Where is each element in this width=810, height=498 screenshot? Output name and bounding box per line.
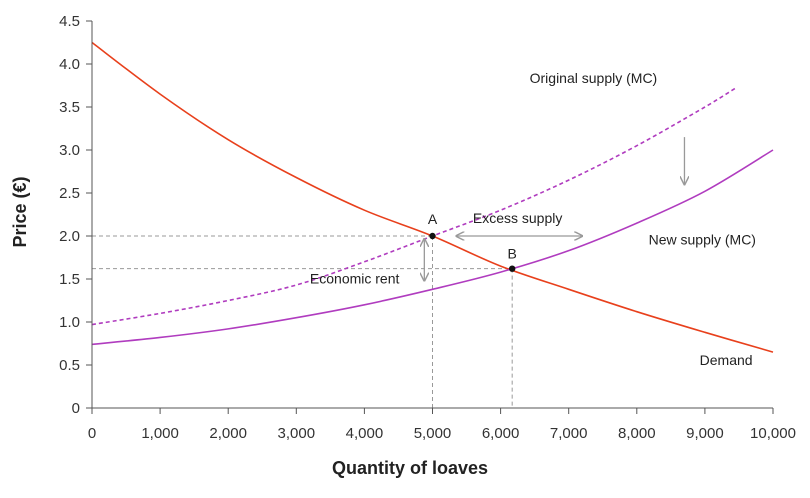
- x-tick-label: 3,000: [278, 425, 316, 442]
- point-label-a: A: [428, 211, 438, 227]
- equilibrium-point-b: [508, 265, 516, 272]
- demand-label: Demand: [700, 352, 753, 368]
- y-axis-title: Price (€): [10, 176, 30, 247]
- x-tick-label: 9,000: [686, 425, 724, 442]
- x-tick-label: 6,000: [482, 425, 520, 442]
- original-supply-curve: [91, 87, 736, 326]
- y-tick-label: 1.5: [59, 271, 80, 288]
- y-tick-label: 0: [72, 400, 80, 417]
- x-tick-label: 5,000: [414, 425, 452, 442]
- y-tick-label: 0.5: [59, 357, 80, 374]
- x-tick-label: 4,000: [346, 425, 384, 442]
- new-supply-curve: [91, 149, 774, 346]
- y-tick-label: 2.0: [59, 228, 80, 245]
- excess-supply-label: Excess supply: [473, 210, 562, 226]
- x-tick-label: 10,000: [750, 425, 796, 442]
- original-supply-label: Original supply (MC): [530, 70, 658, 86]
- y-tick-label: 4.0: [59, 56, 80, 73]
- x-tick-label: 2,000: [209, 425, 247, 442]
- x-tick-label: 0: [88, 425, 96, 442]
- point-label-b: B: [508, 246, 517, 262]
- x-tick-label: 8,000: [618, 425, 656, 442]
- equilibrium-point-a: [429, 232, 436, 240]
- x-axis-title: Quantity of loaves: [332, 458, 488, 478]
- y-tick-label: 1.0: [59, 314, 80, 331]
- demand-curve: [91, 41, 774, 353]
- y-tick-label: 3.5: [59, 99, 80, 116]
- y-tick-label: 4.5: [59, 13, 80, 30]
- economic-rent-label: Economic rent: [310, 270, 400, 286]
- y-tick-label: 3.0: [59, 142, 80, 159]
- y-tick-label: 2.5: [59, 185, 80, 202]
- new-supply-label: New supply (MC): [649, 232, 756, 248]
- x-tick-label: 1,000: [141, 425, 179, 442]
- x-tick-label: 7,000: [550, 425, 588, 442]
